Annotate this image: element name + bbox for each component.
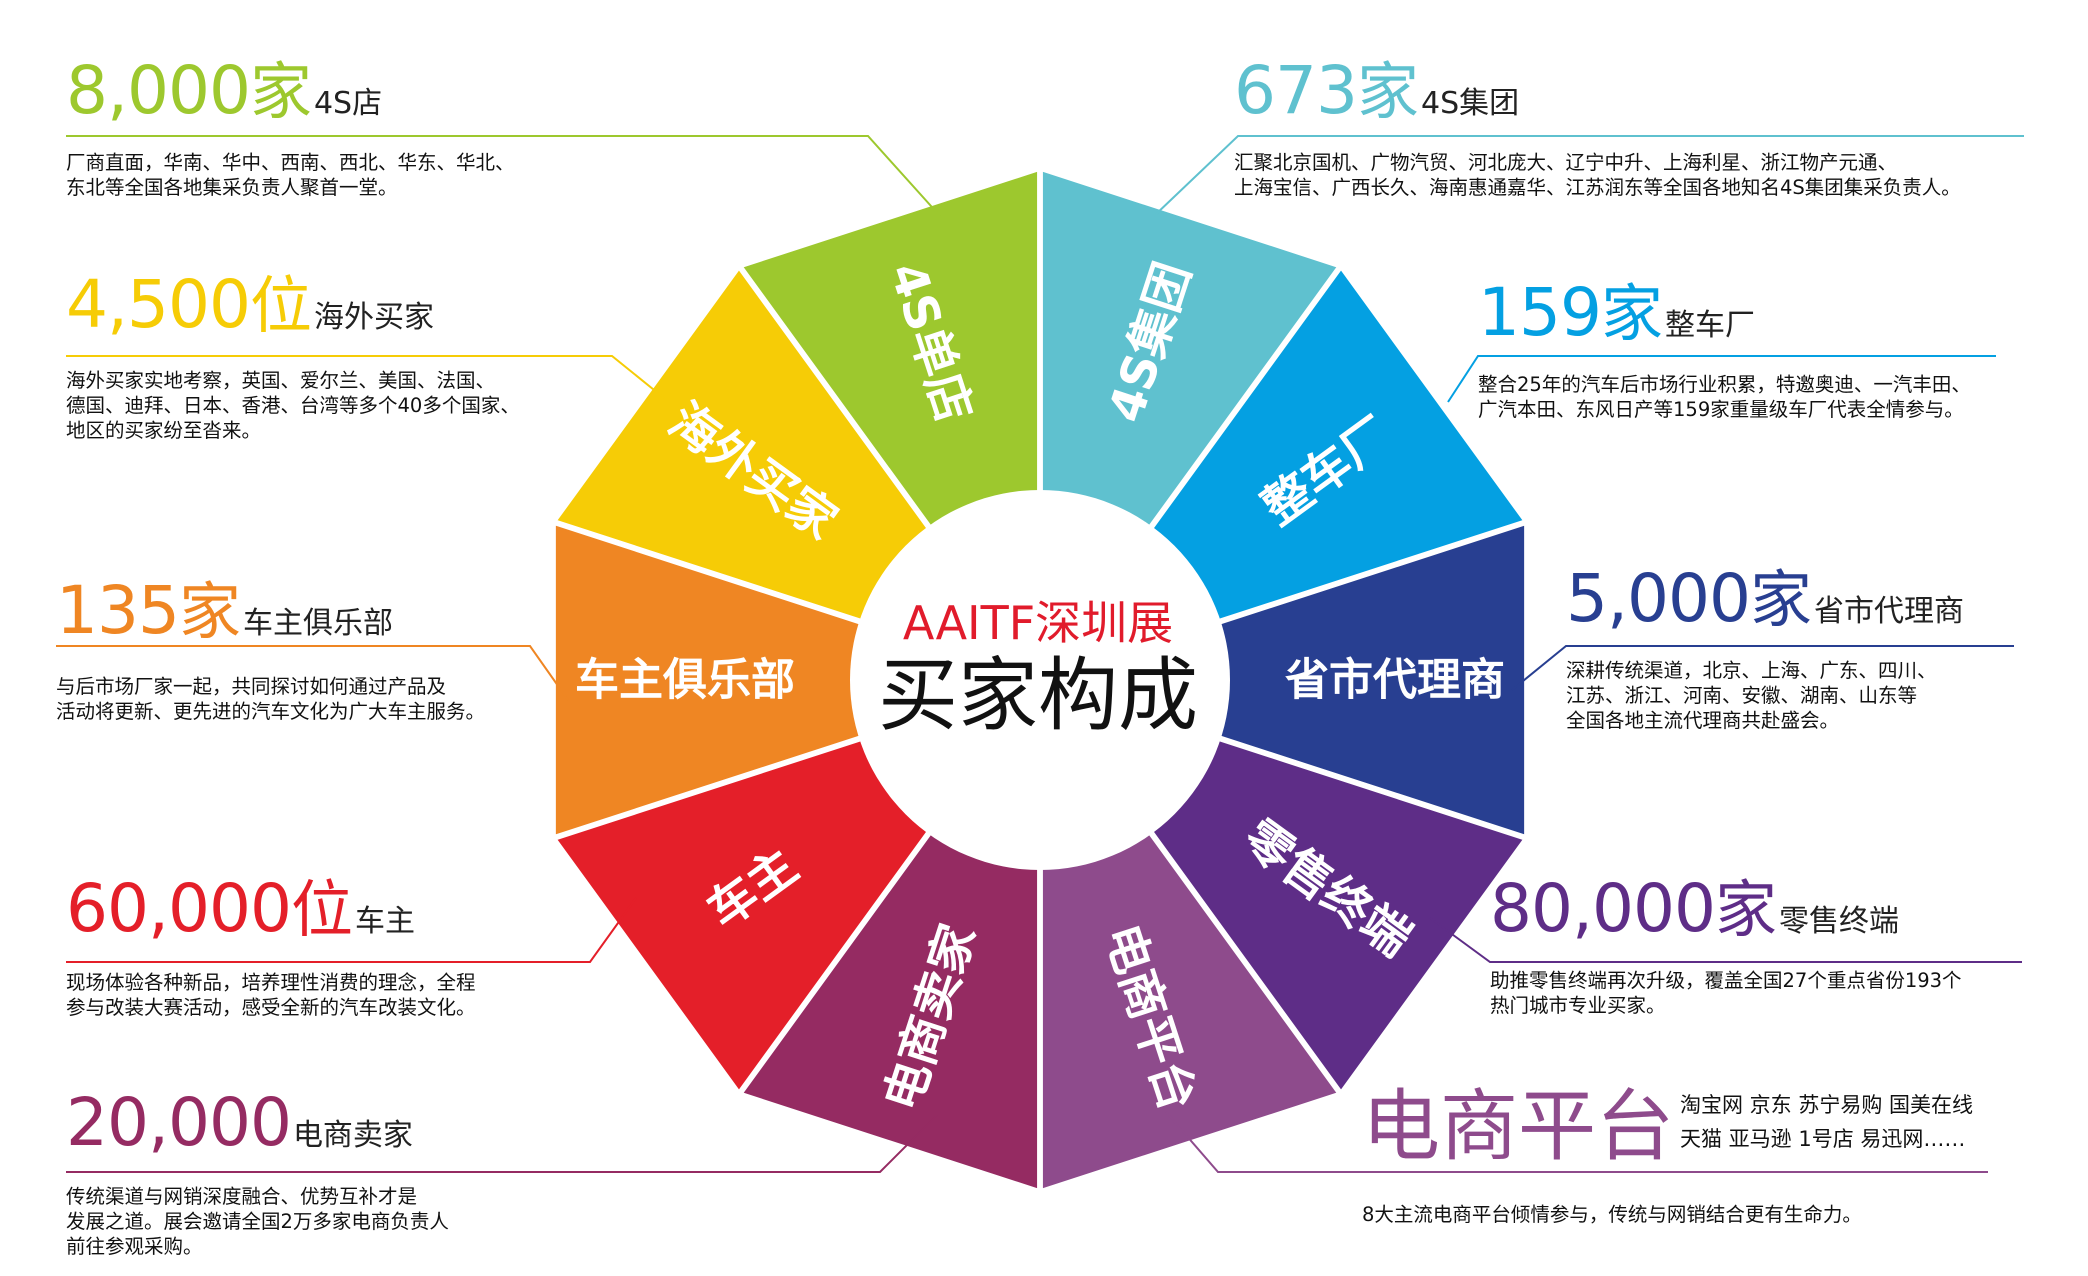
callout-number: 60,000 [66,870,292,947]
callout-ecommerce-platforms: 电商平台 8大主流电商平台倾情参与，传统与网销结合更有生命力。 [1362,1088,1862,1227]
callout-label: 4S店 [313,86,383,121]
callout-number: 80,000 [1490,870,1716,947]
callout-description: 汇聚北京国机、广物汽贸、河北庞大、辽宁中升、上海利星、浙江物产元通、 上海宝信、… [1234,151,1961,199]
callout-unit: 位 [290,873,353,946]
callout-oem: 159家整车厂 整合25年的汽车后市场行业积累，特邀奥迪、一汽丰田、 广汽本田、… [1478,280,1971,422]
callout-provincial-agents: 5,000家省市代理商 深耕传统渠道，北京、上海、广东、四川、 江苏、浙江、河南… [1566,566,1964,733]
callout-description: 与后市场厂家一起，共同探讨如何通过产品及 活动将更新、更先进的汽车文化为广大车主… [56,675,486,723]
callout-label: 车主俱乐部 [243,606,393,641]
callout-label: 省市代理商 [1813,594,1964,629]
leader-line-3 [66,897,637,963]
callout-label: 车主 [354,904,415,939]
center-title-event: AAITF深圳展 [902,596,1174,650]
callout-car-club: 135家车主俱乐部 与后市场厂家一起，共同探讨如何通过产品及 活动将更新、更先进… [56,578,485,724]
leader-line-4 [66,1111,941,1173]
leader-line-1 [66,355,665,399]
callout-car-owners: 60,000位车主 现场体验各种新品，培养理性消费的理念，全程 参与改装大赛活动… [66,876,476,1020]
callout-description: 8大主流电商平台倾情参与，传统与网销结合更有生命力。 [1362,1203,1862,1226]
segment-label-7: 车主俱乐部 [575,655,795,706]
leader-line-2 [56,645,569,701]
callout-ecommerce-sellers: 20,000电商卖家 传统渠道与网销深度融合、优势互补才是 发展之道。展会邀请全… [66,1090,449,1259]
callout-unit: 位 [249,269,312,342]
callout-description: 海外买家实地考察，英国、爱尔兰、美国、法国、 德国、迪拜、日本、香港、台湾等多个… [66,369,520,442]
callout-unit: 家 [249,55,312,128]
callout-number: 673 [1234,52,1358,129]
callout-number: 135 [56,572,180,649]
callout-label: 4S集团 [1421,86,1520,121]
callout-number: 8,000 [66,52,251,129]
callout-unit: 家 [178,575,241,648]
segment-label-2: 省市代理商 [1285,655,1505,706]
callout-description: 整合25年的汽车后市场行业积累，特邀奥迪、一汽丰田、 广汽本田、东风日产等159… [1478,373,1971,421]
ecommerce-platform-list: 淘宝网 京东 苏宁易购 国美在线 天猫 亚马逊 1号店 易迅网…… [1680,1093,1974,1151]
callout-label: 整车厂 [1665,308,1755,343]
leader-line-8 [1429,917,2022,963]
leader-line-9 [1165,1111,1988,1173]
callout-description: 现场体验各种新品，培养理性消费的理念，全程 参与改装大赛活动，感受全新的汽车改装… [66,971,476,1019]
callout-number: 159 [1478,274,1602,351]
callout-label: 电商卖家 [292,1118,413,1153]
callout-label: 零售终端 [1778,904,1899,939]
callout-unit: 家 [1600,277,1663,350]
callout-description: 深耕传统渠道，北京、上海、广东、四川、 江苏、浙江、河南、安徽、湖南、山东等 全… [1566,659,1937,732]
callout-unit: 家 [1749,563,1812,636]
callout-4s-shop: 8,000家4S店 厂商直面，华南、华中、西南、西北、华东、华北、 东北等全国各… [66,58,515,200]
center-title-main: 买家构成 [878,649,1198,742]
callout-unit: 家 [1356,55,1419,128]
callout-description: 厂商直面，华南、华中、西南、西北、华东、华北、 东北等全国各地集采负责人聚首一堂… [66,151,515,199]
callout-4s-groups: 673家4S集团 汇聚北京国机、广物汽贸、河北庞大、辽宁中升、上海利星、浙江物产… [1234,58,1961,200]
callout-retail-terminals: 80,000家零售终端 助推零售终端再次升级，覆盖全国27个重点省份193个 热… [1490,876,1962,1018]
callout-unit: 家 [1714,873,1777,946]
center-disc [850,490,1230,870]
leader-line-0 [66,135,941,217]
callout-label: 海外买家 [313,300,434,335]
callout-description: 助推零售终端再次升级，覆盖全国27个重点省份193个 热门城市专业买家。 [1490,969,1962,1017]
callout-number: 5,000 [1566,560,1751,637]
callout-number: 20,000 [66,1084,292,1161]
callout-number: 4,500 [66,266,251,343]
leader-line-6 [1447,355,1996,403]
leader-line-7 [1511,645,2014,691]
leader-line-5 [1153,135,2024,217]
callout-description: 传统渠道与网销深度融合、优势互补才是 发展之道。展会邀请全国2万多家电商负责人 … [66,1185,449,1258]
callout-title: 电商平台 [1362,1082,1675,1172]
center-title: AAITF深圳展 买家构成 [868,600,1208,742]
callout-overseas-buyers: 4,500位海外买家 海外买家实地考察，英国、爱尔兰、美国、法国、 德国、迪拜、… [66,272,520,443]
